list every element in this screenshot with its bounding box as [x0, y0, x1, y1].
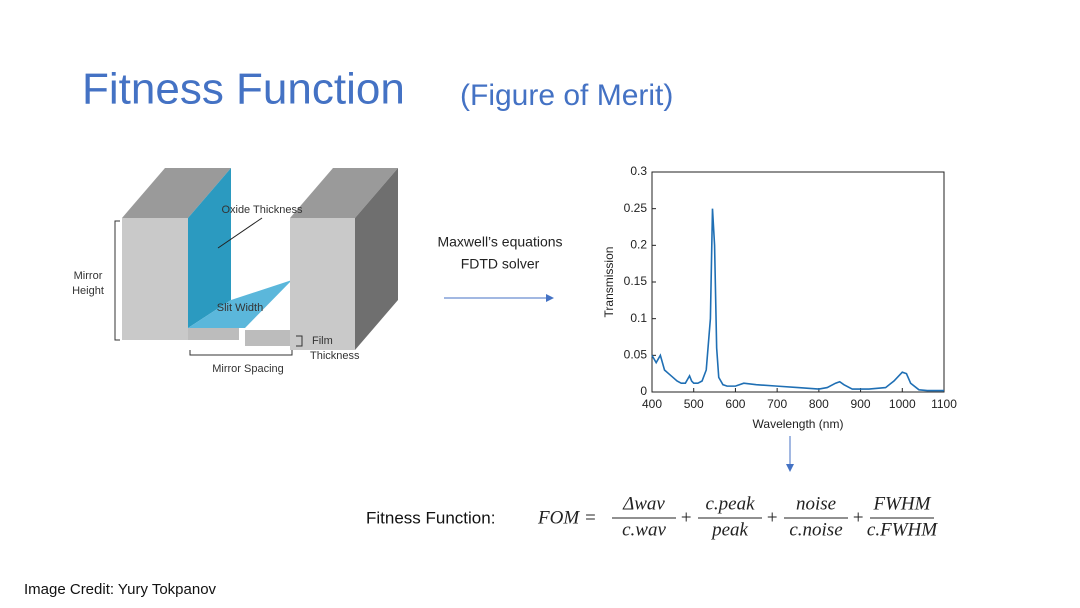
x-tick-label: 1100 [931, 397, 957, 411]
oxide-label: Oxide Thickness [221, 204, 303, 216]
plus-sign: + [680, 507, 693, 528]
x-tick-label: 1000 [889, 397, 916, 411]
credit: Image Credit: Yury Tokpanov [24, 581, 217, 598]
x-axis-label: Wavelength (nm) [753, 417, 844, 431]
x-tick-label: 500 [684, 397, 704, 411]
title: Fitness Function [82, 65, 405, 114]
y-tick-label: 0.1 [630, 311, 647, 325]
x-tick-label: 400 [642, 397, 662, 411]
plus-sign: + [766, 507, 779, 528]
solver-label: FDTD solver [461, 256, 540, 272]
plot-frame [651, 171, 945, 393]
arrow-head [786, 464, 794, 472]
denominator: c.wav [622, 519, 666, 540]
spacing-label: Mirror Spacing [212, 363, 284, 375]
x-tick-label: 900 [851, 397, 871, 411]
y-tick-label: 0.15 [624, 274, 648, 288]
y-tick-label: 0.3 [630, 164, 647, 178]
y-tick-label: 0 [640, 384, 647, 398]
solver-label: Maxwell’s equations [437, 234, 562, 250]
x-tick-label: 800 [809, 397, 829, 411]
formula-label: Fitness Function: [366, 508, 495, 527]
film-label: Film [312, 335, 333, 347]
numerator: noise [796, 493, 836, 514]
arrow-head [546, 294, 554, 302]
film-label: Thickness [310, 350, 360, 362]
height-label: Mirror [74, 270, 103, 282]
y-tick-label: 0.25 [624, 201, 648, 215]
spectrum-line [651, 208, 944, 392]
plus-sign: + [852, 507, 865, 528]
y-axis-label: Transmission [602, 247, 616, 318]
formula-lhs: FOM = [537, 507, 597, 528]
y-tick-label: 0.05 [624, 348, 648, 362]
subtitle: (Figure of Merit) [460, 79, 673, 112]
numerator: c.peak [705, 493, 755, 514]
x-tick-label: 700 [767, 397, 787, 411]
numerator: Δwav [622, 493, 665, 514]
height-label: Height [72, 285, 104, 297]
denominator: c.FWHM [867, 519, 938, 540]
denominator: peak [710, 519, 748, 540]
x-tick-label: 600 [725, 397, 745, 411]
numerator: FWHM [873, 493, 932, 514]
slit-diagram [114, 168, 398, 356]
slit-label: Slit Width [217, 302, 263, 314]
denominator: c.noise [789, 519, 842, 540]
y-tick-label: 0.2 [630, 238, 647, 252]
